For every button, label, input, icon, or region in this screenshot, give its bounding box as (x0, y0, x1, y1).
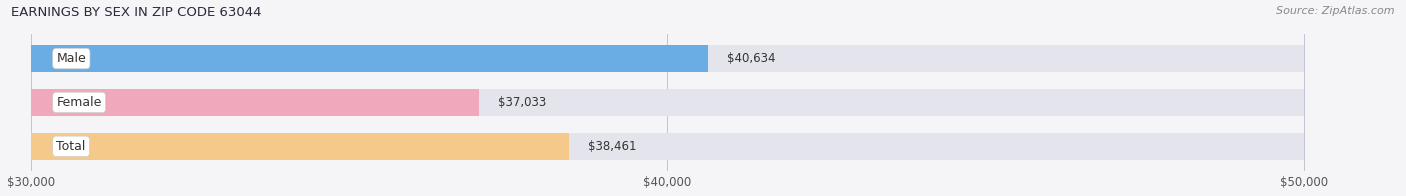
Bar (31, 133, 1303, 160)
Text: EARNINGS BY SEX IN ZIP CODE 63044: EARNINGS BY SEX IN ZIP CODE 63044 (11, 6, 262, 19)
Bar (31, 45, 1303, 72)
Text: Female: Female (56, 96, 101, 109)
Text: $38,461: $38,461 (589, 140, 637, 153)
Text: Source: ZipAtlas.com: Source: ZipAtlas.com (1277, 6, 1395, 16)
Bar (31, 133, 569, 160)
Bar (31, 45, 707, 72)
Text: $37,033: $37,033 (498, 96, 546, 109)
Bar (31, 89, 478, 116)
Bar (31, 89, 1303, 116)
Text: Male: Male (56, 52, 86, 65)
Text: $40,634: $40,634 (727, 52, 775, 65)
Text: Total: Total (56, 140, 86, 153)
